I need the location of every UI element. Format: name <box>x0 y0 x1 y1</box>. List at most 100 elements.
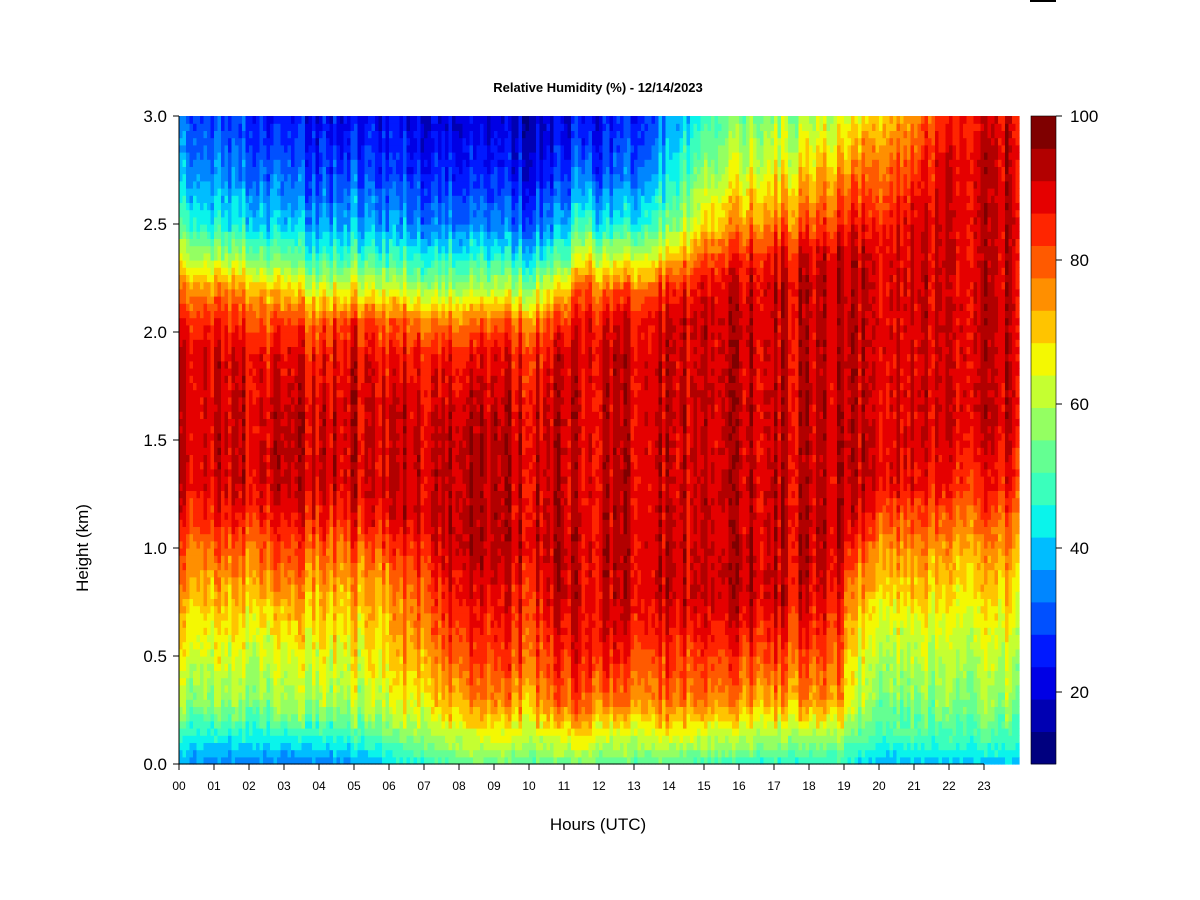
heatmap-cell <box>337 368 341 376</box>
heatmap-cell <box>186 649 190 657</box>
heatmap-cell <box>309 130 313 138</box>
heatmap-cell <box>263 390 267 398</box>
heatmap-cell <box>263 663 267 671</box>
heatmap-cell <box>263 138 267 146</box>
heatmap-cell <box>361 231 365 239</box>
heatmap-cell <box>211 253 215 261</box>
heatmap-cell <box>186 735 190 743</box>
heatmap-cell <box>214 418 218 426</box>
heatmap-cell <box>365 534 369 542</box>
heatmap-cell <box>232 354 236 362</box>
heatmap-cell <box>319 361 323 369</box>
heatmap-cell <box>260 310 264 318</box>
heatmap-cell <box>190 202 194 210</box>
heatmap-cell <box>337 274 341 282</box>
heatmap-cell <box>204 577 208 585</box>
heatmap-cell <box>197 166 201 174</box>
heatmap-cell <box>267 447 271 455</box>
heatmap-cell <box>305 202 309 210</box>
heatmap-cell <box>312 289 316 297</box>
heatmap-cell <box>193 152 197 160</box>
heatmap-cell <box>260 354 264 362</box>
heatmap-cell <box>319 577 323 585</box>
heatmap-cell <box>344 591 348 599</box>
heatmap-cell <box>200 181 204 189</box>
heatmap-cell <box>186 202 190 210</box>
heatmap-cell <box>249 397 253 405</box>
heatmap-cell <box>260 447 264 455</box>
heatmap-cell <box>326 548 330 556</box>
heatmap-cell <box>246 735 250 743</box>
heatmap-cell <box>326 541 330 549</box>
heatmap-cell <box>204 296 208 304</box>
heatmap-cell <box>249 282 253 290</box>
heatmap-cell <box>316 339 320 347</box>
heatmap-cell <box>323 613 327 621</box>
heatmap-cell <box>312 692 316 700</box>
heatmap-cell <box>277 440 281 448</box>
heatmap-cell <box>305 174 309 182</box>
heatmap-cell <box>204 426 208 434</box>
heatmap-cell <box>281 469 285 477</box>
heatmap-cell <box>291 742 295 750</box>
heatmap-cell <box>242 375 246 383</box>
heatmap-cell <box>333 670 337 678</box>
heatmap-cell <box>228 238 232 246</box>
heatmap-cell <box>316 174 320 182</box>
heatmap-cell <box>288 584 292 592</box>
heatmap-cell <box>333 426 337 434</box>
heatmap-cell <box>368 750 372 758</box>
heatmap-cell <box>183 721 187 729</box>
heatmap-cell <box>218 174 222 182</box>
heatmap-cell <box>288 303 292 311</box>
heatmap-cell <box>211 339 215 347</box>
heatmap-cell <box>274 174 278 182</box>
heatmap-cell <box>270 469 274 477</box>
heatmap-cell <box>284 274 288 282</box>
heatmap-cell <box>207 656 211 664</box>
heatmap-cell <box>326 166 330 174</box>
heatmap-cell <box>239 159 243 167</box>
heatmap-cell <box>214 447 218 455</box>
heatmap-cell <box>249 210 253 218</box>
heatmap-cell <box>211 606 215 614</box>
heatmap-cell <box>179 577 183 585</box>
heatmap-cell <box>330 433 334 441</box>
heatmap-cell <box>284 310 288 318</box>
heatmap-cell <box>204 411 208 419</box>
heatmap-cell <box>207 714 211 722</box>
heatmap-cell <box>218 433 222 441</box>
heatmap-cell <box>347 130 351 138</box>
heatmap-cell <box>246 130 250 138</box>
heatmap-cell <box>183 634 187 642</box>
heatmap-cell <box>305 217 309 225</box>
heatmap-cell <box>323 289 327 297</box>
heatmap-cell <box>190 598 194 606</box>
heatmap-cell <box>242 598 246 606</box>
heatmap-cell <box>267 656 271 664</box>
heatmap-cell <box>347 368 351 376</box>
heatmap-cell <box>197 325 201 333</box>
heatmap-cell <box>347 418 351 426</box>
heatmap-cell <box>263 634 267 642</box>
heatmap-cell <box>319 325 323 333</box>
heatmap-cell <box>358 642 362 650</box>
heatmap-cell <box>274 390 278 398</box>
heatmap-cell <box>312 469 316 477</box>
heatmap-cell <box>309 246 313 254</box>
heatmap-cell <box>267 577 271 585</box>
heatmap-cell <box>330 282 334 290</box>
heatmap-cell <box>197 721 201 729</box>
heatmap-cell <box>253 498 257 506</box>
heatmap-cell <box>333 390 337 398</box>
heatmap-cell <box>277 642 281 650</box>
heatmap-cell <box>361 440 365 448</box>
heatmap-cell <box>302 325 306 333</box>
heatmap-cell <box>190 440 194 448</box>
heatmap-cell <box>207 548 211 556</box>
heatmap-cell <box>365 469 369 477</box>
heatmap-cell <box>225 390 229 398</box>
heatmap-cell <box>190 584 194 592</box>
heatmap-cell <box>218 246 222 254</box>
heatmap-cell <box>218 267 222 275</box>
